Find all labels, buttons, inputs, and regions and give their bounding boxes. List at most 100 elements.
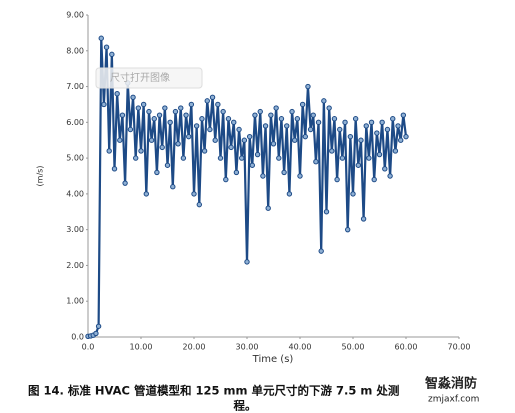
data-point <box>334 176 340 183</box>
data-point <box>93 330 99 337</box>
data-point <box>119 112 126 118</box>
data-point <box>204 98 210 104</box>
overlay-button-label[interactable]: 尺寸打开图像 <box>110 71 170 84</box>
data-point <box>392 148 399 154</box>
data-point <box>156 112 163 118</box>
data-point <box>246 133 253 140</box>
data-point <box>352 116 359 122</box>
data-point <box>154 169 160 176</box>
data-point <box>180 155 187 161</box>
data-point <box>146 108 152 115</box>
data-point <box>323 209 330 215</box>
y-tick-label: 2.00 <box>66 261 84 270</box>
data-point <box>207 126 213 133</box>
data-point <box>217 155 224 161</box>
data-point <box>191 191 197 197</box>
data-point <box>257 108 263 115</box>
x-tick-label: 0.0 <box>82 343 95 352</box>
data-point <box>366 155 372 161</box>
data-point <box>310 112 316 118</box>
data-point <box>170 184 176 190</box>
caption: 图 14. 标准 HVAC 管道模型和 125 mm 单元尺寸的下游 7.5 m… <box>28 384 399 398</box>
data-point <box>326 105 332 111</box>
data-point <box>276 155 282 161</box>
data-point <box>201 148 208 154</box>
data-point <box>178 105 184 111</box>
data-point <box>133 155 139 161</box>
data-point <box>297 173 303 179</box>
data-point <box>286 191 293 197</box>
data-point <box>249 162 256 168</box>
data-point <box>143 191 150 197</box>
data-point <box>384 126 391 133</box>
data-point <box>278 116 285 122</box>
y-tick-label: 3.00 <box>66 225 84 234</box>
data-point <box>138 148 144 154</box>
data-point <box>236 126 242 133</box>
data-point <box>337 126 343 133</box>
data-point <box>130 94 136 100</box>
y-tick-label: 5.00 <box>66 154 84 163</box>
data-point <box>262 123 269 129</box>
data-point <box>318 248 324 254</box>
x-tick-label: 30.00 <box>236 343 259 352</box>
data-point <box>148 137 155 143</box>
data-point <box>400 112 407 118</box>
data-point <box>376 151 383 158</box>
watermark: zmjaxf.com <box>428 395 479 405</box>
data-point <box>398 137 404 143</box>
data-point <box>387 173 393 179</box>
data-point <box>140 101 147 108</box>
data-point <box>360 216 367 222</box>
y-tick-label: 7.00 <box>66 82 84 91</box>
data-point <box>342 119 348 126</box>
data-point <box>265 205 271 211</box>
data-point <box>260 173 266 179</box>
data-point <box>294 116 301 122</box>
data-point <box>289 108 295 115</box>
overlay-button[interactable] <box>95 67 203 89</box>
data-point <box>241 137 248 143</box>
data-point <box>111 166 118 172</box>
data-point <box>347 133 354 140</box>
data-point <box>188 101 195 108</box>
data-point <box>183 112 189 118</box>
data-point <box>350 191 356 197</box>
data-point <box>305 83 311 90</box>
x-tick-label: 40.00 <box>289 343 312 352</box>
data-point <box>162 105 168 111</box>
data-point <box>159 144 165 151</box>
x-tick-label: 70.00 <box>448 343 471 352</box>
data-point <box>95 323 102 329</box>
data-point <box>98 35 104 41</box>
data-point <box>368 119 375 126</box>
x-tick-label: 20.00 <box>183 343 206 352</box>
data-point <box>299 101 306 108</box>
data-point <box>193 123 200 129</box>
data-point <box>186 133 192 140</box>
data-point <box>252 112 258 118</box>
data-point <box>379 119 385 126</box>
data-point <box>374 130 380 136</box>
data-point <box>172 108 179 115</box>
data-point <box>284 123 290 129</box>
data-point <box>390 116 396 122</box>
data-point <box>281 169 287 176</box>
caption: 程。 <box>234 399 257 413</box>
data-point <box>215 101 221 108</box>
data-point <box>382 166 388 172</box>
data-point <box>307 126 314 133</box>
data-point <box>175 141 181 147</box>
data-point <box>114 91 120 97</box>
data-point <box>101 101 107 108</box>
data-point <box>225 116 232 122</box>
y-tick-label: 8.00 <box>66 46 84 55</box>
data-point <box>164 162 171 168</box>
data-point <box>313 158 319 165</box>
data-point <box>331 116 338 122</box>
data-point <box>135 105 142 111</box>
data-point <box>106 148 112 154</box>
data-point <box>268 112 274 118</box>
x-tick-label: 60.00 <box>395 343 418 352</box>
